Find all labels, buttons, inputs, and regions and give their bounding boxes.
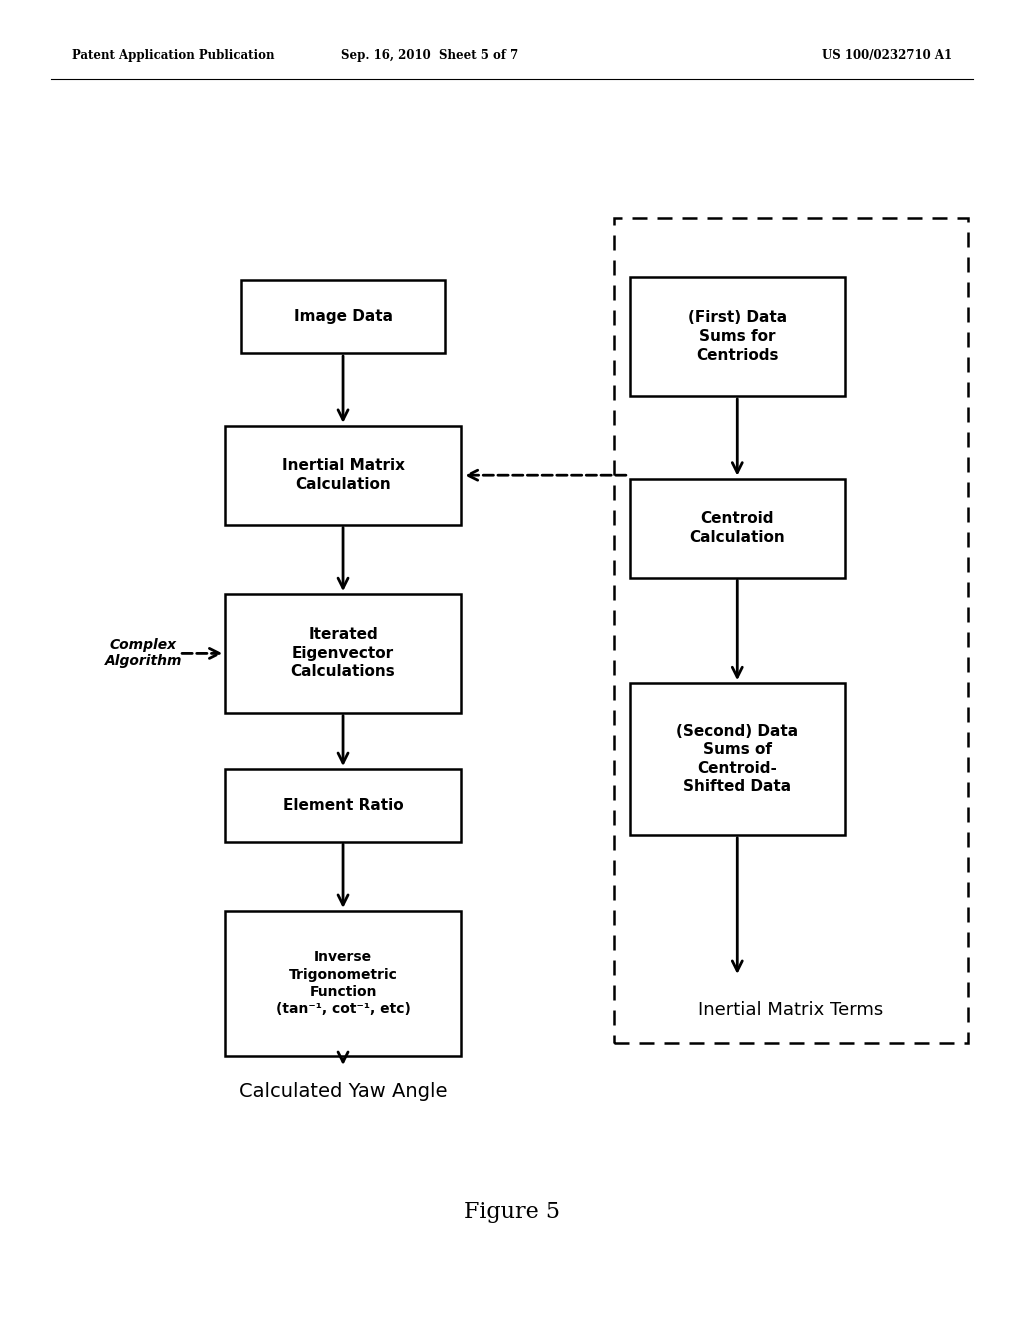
FancyBboxPatch shape: [241, 280, 445, 352]
FancyBboxPatch shape: [225, 768, 461, 842]
FancyBboxPatch shape: [630, 479, 845, 578]
Text: Patent Application Publication: Patent Application Publication: [72, 49, 274, 62]
Text: (Second) Data
Sums of
Centroid-
Shifted Data: (Second) Data Sums of Centroid- Shifted …: [676, 723, 799, 795]
Text: Centroid
Calculation: Centroid Calculation: [689, 511, 785, 545]
Text: Element Ratio: Element Ratio: [283, 797, 403, 813]
Text: Complex
Algorithm: Complex Algorithm: [104, 639, 182, 668]
Text: (First) Data
Sums for
Centriods: (First) Data Sums for Centriods: [688, 310, 786, 363]
Text: Sep. 16, 2010  Sheet 5 of 7: Sep. 16, 2010 Sheet 5 of 7: [341, 49, 519, 62]
Text: Calculated Yaw Angle: Calculated Yaw Angle: [239, 1082, 447, 1101]
Text: US 100/0232710 A1: US 100/0232710 A1: [822, 49, 952, 62]
Text: Figure 5: Figure 5: [464, 1201, 560, 1222]
FancyBboxPatch shape: [630, 277, 845, 396]
FancyBboxPatch shape: [225, 594, 461, 713]
Text: Iterated
Eigenvector
Calculations: Iterated Eigenvector Calculations: [291, 627, 395, 680]
Text: Image Data: Image Data: [294, 309, 392, 325]
Text: Inertial Matrix Terms: Inertial Matrix Terms: [698, 1001, 884, 1019]
FancyBboxPatch shape: [225, 911, 461, 1056]
FancyBboxPatch shape: [630, 684, 845, 836]
Text: Inertial Matrix
Calculation: Inertial Matrix Calculation: [282, 458, 404, 492]
FancyBboxPatch shape: [225, 425, 461, 524]
Text: Inverse
Trigonometric
Function
(tan⁻¹, cot⁻¹, etc): Inverse Trigonometric Function (tan⁻¹, c…: [275, 950, 411, 1016]
